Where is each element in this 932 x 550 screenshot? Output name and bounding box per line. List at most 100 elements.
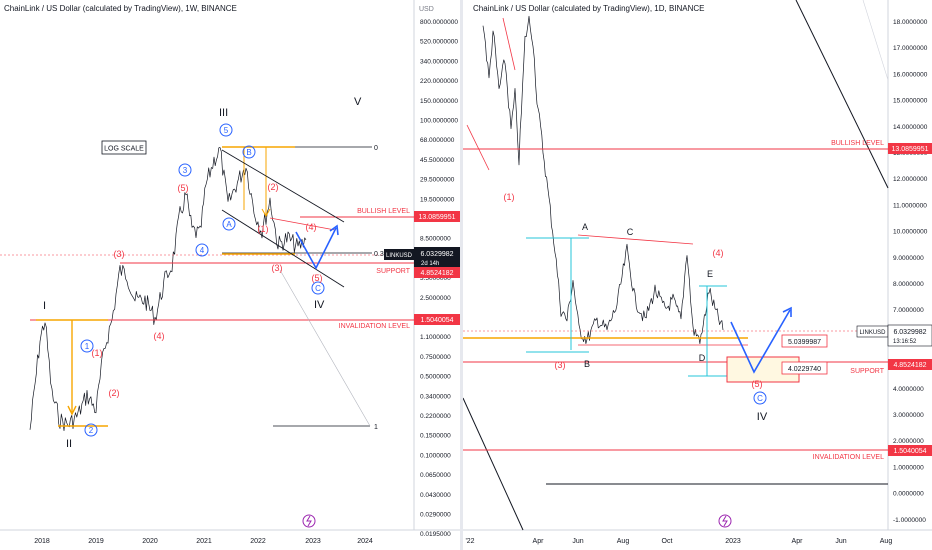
price-axis-tick-7: 11.0000000	[893, 202, 927, 209]
wave-label-II: II	[66, 438, 72, 450]
price-axis-tick-21: 0.1500000	[420, 433, 451, 440]
wave-label-r2: (2)	[109, 388, 120, 398]
time-label-6: Apr	[792, 538, 804, 545]
tradingview-logo-icon[interactable]	[718, 514, 732, 528]
chart-title: ChainLink / US Dollar (calculated by Tra…	[473, 4, 705, 13]
fib-trendline	[279, 269, 371, 427]
svg-text:4.8524182: 4.8524182	[893, 362, 926, 369]
time-label-1: 2019	[88, 538, 104, 545]
price-axis-tick-3: 15.0000000	[893, 98, 928, 105]
projection-arrow	[782, 306, 792, 317]
projection-path	[295, 227, 337, 270]
wave-circle-C	[311, 281, 325, 295]
svg-text:2d 14h: 2d 14h	[421, 261, 439, 267]
time-label-5: 2023	[305, 538, 321, 545]
bullish-price-tag[interactable]: 13.0859951	[888, 143, 932, 154]
support-price-tag[interactable]: 4.8524182	[414, 267, 460, 278]
wave-circle-B	[242, 145, 256, 159]
price-axis-tick-25: 0.0290000	[420, 512, 451, 519]
wave-label-B: B	[584, 359, 590, 369]
time-axis[interactable]: 2018 2019 2020 2021 2022 2023 2024	[34, 538, 373, 545]
price-axis-tick-13: 3.5000000	[420, 275, 451, 282]
time-label-2: 2020	[142, 538, 158, 545]
lower-diagonal-line[interactable]	[463, 397, 524, 531]
projection-path	[730, 309, 791, 374]
price-axis-tick-2: 340.0000000	[420, 58, 458, 65]
svg-text:13.0859951: 13.0859951	[892, 146, 929, 153]
support-price-tag[interactable]: 4.8524182	[888, 359, 932, 370]
wave-label-c3: 3	[183, 166, 188, 175]
time-label-3: Aug	[617, 538, 630, 545]
currency-label: USD	[419, 6, 434, 13]
svg-text:LINKUSD: LINKUSD	[386, 253, 413, 259]
svg-text:1.5040054: 1.5040054	[420, 317, 453, 324]
measure2-arrow	[261, 208, 271, 218]
time-label-8: Aug	[880, 538, 893, 545]
wave-label-C: C	[315, 284, 321, 293]
wave-labels: I II III IV V 1 2 3 4 5 A B C	[43, 96, 362, 450]
price-axis-tick-7: 45.5000000	[420, 157, 455, 164]
daily-chart-panel[interactable]: ChainLink / US Dollar (calculated by Tra…	[463, 0, 932, 550]
price-axis-tick-9: 9.0000000	[893, 255, 924, 262]
price-axis-tick-11: 8.5000000	[420, 236, 451, 243]
wave-label-c4: 4	[200, 246, 205, 255]
chart-title: ChainLink / US Dollar (calculated by Tra…	[4, 4, 237, 13]
top-trendline	[502, 17, 516, 71]
price-axis-tick-4: 150.0000000	[420, 98, 458, 105]
tradingview-logo-icon[interactable]	[302, 514, 316, 528]
triangle-upper-line	[577, 234, 694, 245]
svg-text:1.5040054: 1.5040054	[893, 448, 926, 455]
price-axis-tick-6: 12.0000000	[893, 176, 928, 183]
fib-label-0382: 0.382	[374, 251, 392, 258]
wave-label-I: I	[43, 300, 46, 312]
upper-diagonal-line[interactable]	[795, 0, 889, 189]
svg-text:4.0229740: 4.0229740	[788, 366, 821, 373]
price-axis-tick-1: 17.0000000	[893, 45, 928, 52]
price-axis-tick-15: 3.0000000	[893, 412, 924, 419]
wave-label-r1: (1)	[92, 348, 103, 358]
bullish-price-tag[interactable]: 13.0859951	[414, 211, 460, 222]
time-axis[interactable]: '22 Apr Jun Aug Oct 2023 Apr Jun Aug	[465, 538, 892, 545]
wave-label-r1: (1)	[504, 192, 515, 202]
channel-upper[interactable]	[221, 149, 345, 223]
wave-label-r4b: (4)	[306, 222, 317, 232]
wave-circle-C	[753, 391, 767, 405]
invalidation-price-tag[interactable]: 1.5040054	[888, 445, 932, 456]
fib-label-0: 0	[374, 145, 378, 152]
svg-text:13.0859951: 13.0859951	[419, 214, 456, 221]
last-price-tag[interactable]: LINKUSD 6.0329982 13:16:52	[856, 324, 932, 347]
panel-divider[interactable]	[460, 0, 463, 550]
price-axis-tick-20: 0.2200000	[420, 413, 451, 420]
wave-label-IV: IV	[314, 299, 325, 311]
measure-arrow	[67, 405, 77, 416]
weekly-chart-panel[interactable]: ChainLink / US Dollar (calculated by Tra…	[0, 0, 460, 550]
price-axis-tick-23: 0.0650000	[420, 472, 451, 479]
wave-label-A: A	[582, 222, 588, 232]
wave-circle-1	[80, 339, 94, 353]
time-label-7: Jun	[835, 538, 846, 545]
target-upper-label[interactable]: 5.0399987	[781, 334, 828, 348]
time-label-0: '22	[465, 538, 474, 545]
last-price-tag[interactable]: LINKUSD 6.0329982 2d 14h	[384, 247, 460, 267]
wave-label-Cc: C	[757, 394, 763, 403]
lightning-glyph	[722, 515, 728, 527]
price-axis[interactable]: 800.0000000 520.0000000 340.0000000 220.000…	[420, 19, 458, 538]
time-label-1: Apr	[533, 538, 545, 545]
wave-label-r4: (4)	[154, 331, 165, 341]
price-axis-tick-17: 1.0000000	[893, 464, 924, 471]
price-axis-tick-1: 520.0000000	[420, 39, 458, 46]
target-lower-label[interactable]: 4.0229740	[781, 361, 828, 375]
channel-lower[interactable]	[221, 209, 345, 288]
invalidation-price-tag[interactable]: 1.5040054	[414, 314, 460, 325]
support-label: SUPPORT	[376, 268, 410, 275]
wave-label-c5: 5	[224, 126, 229, 135]
price-axis-tick-14: 2.5000000	[420, 295, 451, 302]
wave-label-r5: (5)	[178, 183, 189, 193]
wave-label-r3: (3)	[114, 249, 125, 259]
wave-label-B: B	[246, 148, 251, 157]
wave-label-r3b: (3)	[272, 263, 283, 273]
price-axis-tick-19: 0.3400000	[420, 393, 451, 400]
price-axis-tick-8: 10.0000000	[893, 229, 928, 236]
daily-price-line	[482, 15, 724, 345]
price-axis-tick-18: 0.0000000	[893, 491, 924, 498]
